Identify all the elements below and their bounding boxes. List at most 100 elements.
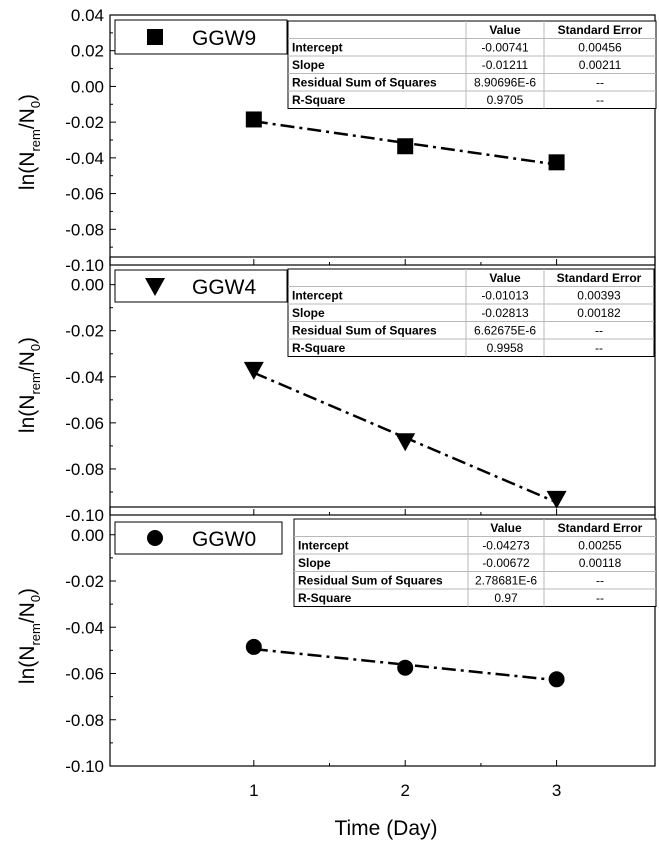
table-value: 0.9958 — [487, 341, 524, 355]
table-row-label: Residual Sum of Squares — [298, 574, 443, 588]
table-row-label: R-Square — [292, 93, 346, 107]
y-tick-label: -0.06 — [65, 414, 104, 433]
legend-label: GGW9 — [192, 27, 256, 50]
y-tick-label: -0.08 — [65, 460, 104, 479]
table-frame — [287, 20, 657, 109]
table-stderr: 0.00211 — [579, 58, 622, 72]
x-tick-label: 2 — [400, 781, 409, 800]
table-row-label: R-Square — [298, 591, 352, 605]
legend-marker — [147, 530, 163, 546]
plot-frame — [109, 256, 656, 516]
y-tick-label: -0.04 — [65, 618, 104, 637]
legend-label: GGW0 — [192, 528, 256, 551]
table-value: -0.01211 — [482, 58, 529, 72]
table-value: 8.90696E-6 — [474, 76, 536, 90]
data-point — [548, 671, 565, 688]
y-tick-label: -0.04 — [65, 149, 104, 168]
legend-marker — [145, 278, 165, 296]
table-value: -0.00741 — [481, 41, 529, 55]
table-stderr: 0.00182 — [577, 306, 621, 320]
y-tick-label: -0.02 — [65, 572, 104, 591]
stats-table: Value Standard Error Intercept -0.00741 0.00… — [287, 20, 657, 109]
data-point — [245, 638, 262, 655]
table-value: 0.97 — [494, 591, 518, 605]
table-stderr: -- — [595, 341, 603, 355]
table-value: 2.78681E-6 — [475, 574, 537, 588]
panel-ggw4: 0.00 -0.02 -0.04 -0.06 -0.08 -0.10 GGW4 Value St… — [16, 256, 656, 525]
data-point — [245, 111, 262, 128]
panel-ggw9: 0.04 0.02 0.00 -0.02 -0.04 -0.06 -0.08 -0.10 GGW… — [16, 6, 657, 275]
data-point — [395, 433, 416, 452]
table-value: 6.62675E-6 — [474, 324, 536, 338]
data-point — [397, 138, 414, 155]
table-value: -0.01013 — [481, 289, 529, 303]
table-row-label: Intercept — [292, 41, 343, 55]
table-header-stderr: Standard Error — [558, 23, 643, 37]
y-axis-title: ln(Nrem/N0) — [16, 588, 43, 684]
legend: GGW4 — [114, 269, 288, 303]
panel-ggw0: 0.00 -0.02 -0.04 -0.06 -0.08 -0.10 GGW0 Value St… — [16, 506, 657, 776]
table-row-label: Slope — [292, 306, 325, 320]
y-tick-label: 0.04 — [71, 6, 104, 25]
y-axis-title: ln(Nrem/N0) — [16, 337, 43, 433]
x-tick-label: 3 — [552, 781, 561, 800]
table-value: -0.00672 — [482, 556, 530, 570]
table-frame — [293, 518, 657, 607]
table-header-value: Value — [490, 521, 522, 535]
x-axis-title: Time (Day) — [334, 817, 437, 840]
y-tick-label: 0.00 — [71, 276, 104, 295]
table-row-label: Slope — [292, 58, 325, 72]
y-tick-label: -0.08 — [65, 220, 104, 239]
data-point — [546, 490, 567, 509]
table-row-label: R-Square — [292, 341, 346, 355]
fit-line — [253, 647, 557, 682]
y-tick-label: -0.06 — [65, 665, 104, 684]
legend: GGW0 — [114, 521, 283, 555]
table-frame — [287, 268, 655, 357]
y-tick-label: -0.08 — [65, 711, 104, 730]
data-point — [243, 361, 264, 380]
stats-table: Value Standard Error Intercept -0.04273 0.00… — [293, 518, 657, 607]
table-stderr: 0.00456 — [578, 41, 622, 55]
legend-marker — [147, 29, 163, 45]
table-row-label: Intercept — [298, 539, 349, 553]
table-header-value: Value — [489, 271, 521, 285]
table-row-label: Slope — [298, 556, 331, 570]
data-point — [397, 659, 414, 676]
y-axis-title: ln(Nrem/N0) — [16, 94, 43, 190]
table-value: -0.04273 — [482, 539, 530, 553]
table-header-stderr: Standard Error — [557, 271, 642, 285]
y-tick-label: -0.02 — [65, 322, 104, 341]
table-stderr: -- — [596, 76, 604, 90]
y-tick-label: -0.10 — [65, 757, 104, 776]
fit-line — [253, 120, 557, 166]
y-tick-label: 0.00 — [71, 526, 104, 545]
legend-box — [114, 269, 288, 303]
table-stderr: 0.00118 — [579, 556, 622, 570]
y-tick-label: -0.06 — [65, 185, 104, 204]
y-tick-label: 0.00 — [71, 77, 104, 96]
data-point — [548, 154, 565, 171]
table-row-label: Residual Sum of Squares — [292, 76, 437, 90]
y-tick-label: -0.10 — [65, 506, 104, 525]
stats-table: Value Standard Error Intercept -0.01013 0.00… — [287, 268, 655, 357]
table-stderr: 0.00393 — [577, 289, 621, 303]
table-row-label: Residual Sum of Squares — [292, 324, 437, 338]
plot-frame — [109, 506, 656, 767]
y-tick-label: -0.04 — [65, 368, 104, 387]
legend-label: GGW4 — [192, 276, 256, 299]
table-header-stderr: Standard Error — [558, 521, 643, 535]
y-tick-label: 0.02 — [71, 42, 104, 61]
y-tick-label: -0.02 — [65, 113, 104, 132]
table-header-value: Value — [489, 23, 521, 37]
legend-box — [114, 19, 288, 55]
table-stderr: 0.00255 — [578, 539, 622, 553]
panels-layer: 0.04 0.02 0.00 -0.02 -0.04 -0.06 -0.08 -0.10 GGW… — [16, 6, 657, 800]
legend: GGW9 — [114, 19, 288, 55]
y-tick-label: -0.10 — [65, 256, 104, 275]
table-row-label: Intercept — [292, 289, 343, 303]
table-stderr: -- — [596, 591, 604, 605]
table-stderr: -- — [596, 93, 604, 107]
x-tick-label: 1 — [249, 781, 258, 800]
